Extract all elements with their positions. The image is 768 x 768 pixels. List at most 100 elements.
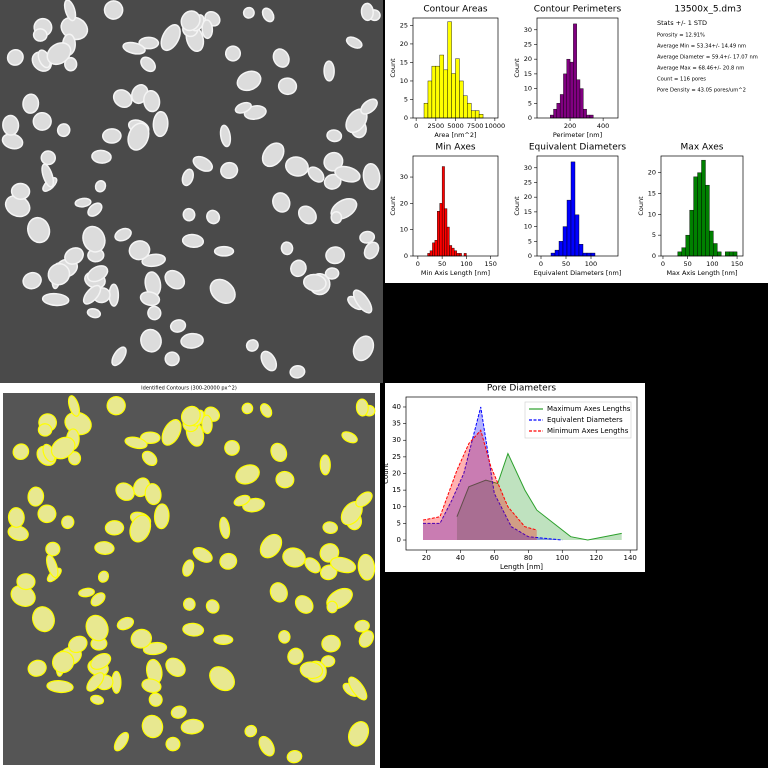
particle <box>272 48 290 68</box>
y-axis-label: Count <box>513 58 521 78</box>
x-tick-label: 0 <box>416 260 420 268</box>
contour <box>46 554 59 579</box>
bar <box>451 73 456 119</box>
particle <box>103 0 124 20</box>
contour <box>282 547 306 568</box>
bar <box>590 252 596 257</box>
particle <box>352 289 373 314</box>
bar <box>458 253 462 257</box>
chart-title: Max Axes <box>681 143 724 153</box>
axes-frame <box>536 17 619 119</box>
bar <box>677 251 682 257</box>
bar <box>553 108 558 119</box>
particle <box>220 161 239 180</box>
contour <box>85 614 109 642</box>
contour <box>183 597 196 611</box>
contour <box>106 396 126 416</box>
y-tick-label: 5 <box>528 237 532 245</box>
bar <box>709 230 714 257</box>
x-tick-label: 80 <box>524 554 533 562</box>
contour <box>50 436 76 460</box>
particle <box>192 155 213 172</box>
bar <box>576 79 581 119</box>
bar <box>451 247 455 257</box>
y-tick-label: 20 <box>400 40 408 48</box>
bar <box>732 251 738 257</box>
bar <box>582 252 588 257</box>
contour <box>201 414 213 435</box>
particle <box>330 210 343 224</box>
sem-particles <box>1 0 381 379</box>
contour <box>144 483 162 506</box>
axes-frame <box>412 155 499 257</box>
particle <box>260 350 278 372</box>
particle <box>41 292 70 307</box>
particle <box>334 165 361 183</box>
bar <box>427 253 431 257</box>
y-tick-label: 0 <box>404 114 408 122</box>
particle <box>360 98 378 115</box>
x-tick-label: 60 <box>490 554 499 562</box>
contour <box>27 486 45 507</box>
particle <box>22 271 42 290</box>
y-tick-label: 15 <box>648 190 656 198</box>
particle <box>289 364 306 379</box>
particle <box>236 70 262 92</box>
legend-label: Minimum Axes Lengths <box>547 427 629 435</box>
contour <box>37 504 57 524</box>
y-tick-label: 10 <box>400 77 408 85</box>
y-axis-label: Count <box>513 196 521 216</box>
contour <box>46 680 74 694</box>
x-axis-label: Equivalent Diameters [nm] <box>534 269 622 277</box>
contour <box>357 553 376 581</box>
bar <box>589 114 594 119</box>
contour <box>113 731 130 752</box>
bar <box>559 94 564 119</box>
contour <box>278 630 291 644</box>
particle <box>345 36 363 49</box>
particle <box>201 19 214 40</box>
legend-label: Equivalent Diameters <box>547 416 623 424</box>
particle <box>234 101 252 114</box>
bar <box>697 172 702 257</box>
y-axis-label: Count <box>389 58 397 78</box>
particle <box>277 77 298 96</box>
contour <box>224 439 240 456</box>
particle <box>224 45 242 62</box>
contour <box>116 616 135 631</box>
y-axis-label: Count <box>389 196 397 216</box>
x-tick-label: 7500 <box>467 122 484 130</box>
y-tick-label: 10 <box>400 226 408 234</box>
bar <box>449 245 453 257</box>
line <box>422 429 537 531</box>
particle <box>32 111 52 131</box>
contour <box>16 573 36 591</box>
contour <box>258 735 275 757</box>
bar <box>463 95 468 119</box>
image-title: Identified Contours (300-20000 px^2) <box>141 386 237 392</box>
particle <box>101 128 122 144</box>
chart-title: Equivalent Diameters <box>529 143 627 153</box>
particle <box>261 142 285 168</box>
stats-line: Pore Density = 43.05 pores/um^2 <box>657 88 746 94</box>
particle <box>122 41 146 55</box>
x-tick-label: 400 <box>597 122 609 130</box>
contour <box>233 494 251 507</box>
x-tick-label: 150 <box>731 260 743 268</box>
stats-line: Porosity = 12.91% <box>657 33 705 39</box>
particle <box>47 262 71 286</box>
particle <box>10 182 31 200</box>
contour <box>213 634 234 645</box>
contour <box>294 595 314 614</box>
x-tick-label: 50 <box>438 260 446 268</box>
bar <box>459 80 464 119</box>
particle <box>27 216 51 244</box>
particle <box>46 42 72 66</box>
stats-title: 13500x_5.dm3 <box>674 5 741 15</box>
y-axis-label: Count <box>382 463 390 484</box>
area <box>422 406 563 541</box>
bar <box>685 234 690 257</box>
bar <box>550 252 556 257</box>
y-tick-label: 0 <box>404 252 408 260</box>
